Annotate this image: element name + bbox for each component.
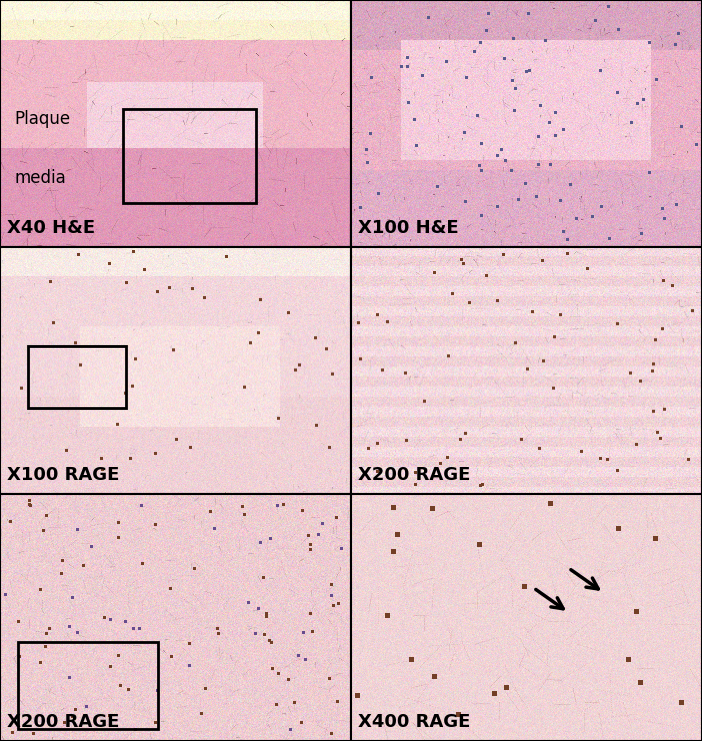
Bar	[18, 642, 158, 728]
Text: media: media	[14, 169, 66, 187]
Bar	[28, 346, 126, 408]
Text: X400 RAGE: X400 RAGE	[358, 713, 470, 731]
Bar	[123, 109, 256, 202]
Text: Plaque: Plaque	[14, 110, 70, 127]
Text: X100 RAGE: X100 RAGE	[7, 466, 119, 484]
Text: X100 H&E: X100 H&E	[358, 219, 458, 237]
Text: X40 H&E: X40 H&E	[7, 219, 95, 237]
Text: X200 RAGE: X200 RAGE	[358, 466, 470, 484]
Text: X200 RAGE: X200 RAGE	[7, 713, 119, 731]
